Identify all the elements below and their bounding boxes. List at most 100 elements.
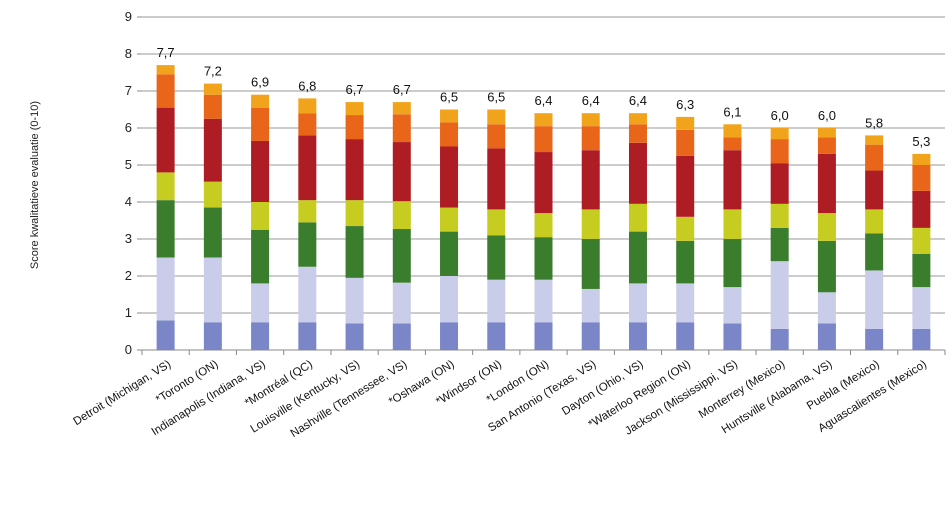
bar-segment [865, 144, 884, 171]
bar-segment [392, 102, 411, 115]
bar-segment [817, 213, 836, 241]
bar-segment [392, 229, 411, 283]
bar-segment [770, 128, 789, 140]
bar-segment [770, 227, 789, 262]
bar-segment [865, 209, 884, 234]
bar-segment [487, 279, 506, 323]
bar-segment [156, 172, 175, 201]
total-data-label: 6,0 [771, 108, 789, 123]
y-tick-label: 8 [125, 46, 132, 61]
bar-segment [487, 148, 506, 210]
bar-segment [912, 227, 931, 254]
bar-segment [440, 276, 459, 323]
x-category-label: Dayton (Ohio, VS) [560, 358, 646, 418]
y-tick-label: 3 [125, 231, 132, 246]
y-tick-label: 5 [125, 157, 132, 172]
bar-segment [628, 113, 647, 125]
bar-segment [156, 65, 175, 75]
bar-segment [534, 126, 553, 153]
bar-segment [440, 207, 459, 232]
bar-segment [203, 118, 222, 182]
bar-segment [865, 170, 884, 210]
bar-segment [487, 322, 506, 350]
bar-segment [298, 222, 317, 267]
bar-segment [251, 202, 270, 230]
bar-segment [676, 216, 695, 241]
bar-segment [203, 257, 222, 323]
bar-segment [534, 279, 553, 323]
bar-segment [817, 292, 836, 324]
bar-segment [298, 135, 317, 201]
y-tick-label: 9 [125, 9, 132, 24]
bar-segment [345, 200, 364, 227]
bar-segment [534, 237, 553, 280]
total-data-label: 6,8 [298, 78, 316, 93]
total-data-label: 6,3 [676, 97, 694, 112]
bar-segment [345, 102, 364, 116]
bar-segment [581, 150, 600, 210]
bar-segment [912, 190, 931, 228]
bar-segment [912, 253, 931, 288]
total-data-label: 5,8 [865, 115, 883, 130]
bar-segment [770, 139, 789, 164]
bar-segment [345, 226, 364, 278]
bar-segment [440, 122, 459, 147]
bar-segment [345, 323, 364, 350]
total-data-label: 6,9 [251, 75, 269, 90]
bar-segment [440, 322, 459, 350]
bar-segment [676, 116, 695, 130]
bar-segment [770, 261, 789, 329]
bar-segment [723, 323, 742, 350]
total-data-label: 6,7 [393, 82, 411, 97]
bar-segment [392, 323, 411, 350]
bar-segment [628, 322, 647, 350]
total-data-label: 6,1 [723, 104, 741, 119]
bar-segment [676, 155, 695, 217]
bar-segment [203, 94, 222, 119]
bar-segment [581, 322, 600, 350]
bar-segment [676, 283, 695, 323]
total-data-label: 6,7 [346, 82, 364, 97]
total-data-label: 6,0 [818, 108, 836, 123]
y-tick-label: 7 [125, 83, 132, 98]
y-axis-ticks: 0 1 2 3 4 5 6 7 8 9 [125, 9, 142, 357]
bars [156, 65, 931, 350]
bar-segment [581, 239, 600, 289]
bar-segment [298, 200, 317, 223]
bar-segment [865, 233, 884, 271]
total-data-label: 6,5 [440, 90, 458, 105]
bar-segment [392, 201, 411, 230]
bar-segment [581, 209, 600, 239]
bar-segment [203, 207, 222, 258]
bar-segment [676, 322, 695, 350]
bar-segment [440, 109, 459, 123]
bar-segment [156, 200, 175, 258]
y-axis-label: Score kwalitatieve evaluatie (0-10) [29, 101, 41, 269]
bar-segment [156, 320, 175, 350]
total-data-label: 7,2 [204, 64, 222, 79]
bar-segment [912, 328, 931, 350]
total-data-label: 6,4 [534, 93, 552, 108]
bar-segment [817, 137, 836, 154]
bar-segment [912, 165, 931, 191]
bar-segment [865, 270, 884, 329]
bar-segment [156, 257, 175, 321]
bar-segment [440, 231, 459, 276]
bar-segment [912, 153, 931, 165]
bar-segment [628, 124, 647, 143]
bar-segment [865, 135, 884, 145]
y-tick-label: 1 [125, 305, 132, 320]
y-tick-label: 2 [125, 268, 132, 283]
bar-segment [251, 229, 270, 284]
bar-segment [203, 83, 222, 95]
bar-segment [251, 94, 270, 108]
bar-segment [392, 142, 411, 202]
bar-segment [581, 113, 600, 127]
bar-segment [156, 74, 175, 108]
bar-segment [676, 129, 695, 156]
total-labels: 7,7 7,2 6,9 6,8 6,7 6,7 6,5 6,5 6,4 6,4 6,4 6,3 6,1 6… [157, 45, 931, 149]
total-data-label: 6,4 [582, 93, 600, 108]
bar-segment [581, 288, 600, 323]
x-axis-category-labels: Detroit (Michigan, VS)*Toronto (ON)India… [71, 350, 946, 440]
bar-segment [298, 113, 317, 136]
